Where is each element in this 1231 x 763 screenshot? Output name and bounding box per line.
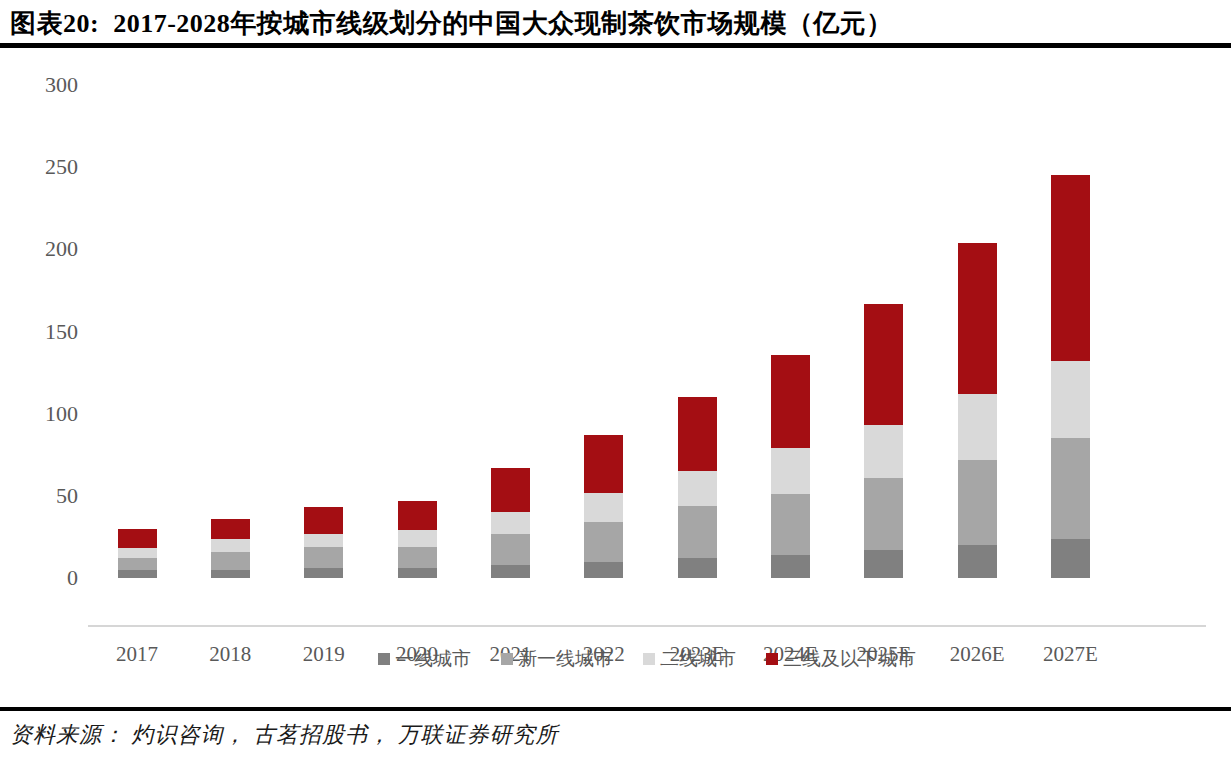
source-attribution: 资料来源： 灼识咨询， 古茗招股书， 万联证券研究所 xyxy=(10,720,559,750)
chart-page: 图表20: 2017-2028年按城市线级划分的中国大众现制茶饮市场规模（亿元）… xyxy=(0,0,1231,763)
bar-segment xyxy=(491,534,530,565)
bar-segment xyxy=(678,397,717,471)
bar-segment xyxy=(118,529,157,549)
bar-segment xyxy=(398,501,437,531)
bar-segment xyxy=(584,562,623,578)
bar-segment xyxy=(1051,361,1090,438)
bar-segment xyxy=(958,460,997,545)
y-tick-label: 100 xyxy=(20,402,78,426)
bar-segment xyxy=(864,550,903,578)
bar-segment xyxy=(304,547,343,568)
bar-segment xyxy=(771,355,810,449)
bar-segment xyxy=(398,530,437,546)
legend-swatch-icon xyxy=(766,653,778,665)
bar-segment xyxy=(211,519,250,539)
bar-segment xyxy=(771,494,810,555)
y-tick-label: 0 xyxy=(20,566,78,590)
y-tick-label: 200 xyxy=(20,237,78,261)
y-tick-label: 50 xyxy=(20,484,78,508)
bottom-divider-rule xyxy=(0,707,1231,711)
bar-segment xyxy=(1051,539,1090,578)
bar-segment xyxy=(584,522,623,561)
stacked-bar-plot-area: 050100150200250300 201720182019202020212… xyxy=(0,48,1231,638)
bar-segment xyxy=(491,512,530,533)
bar-segment xyxy=(771,448,810,494)
bar-segment xyxy=(1051,175,1090,361)
bar-segment xyxy=(398,568,437,578)
bar-segment xyxy=(304,534,343,547)
bar-segment xyxy=(211,539,250,552)
bar-segment xyxy=(118,570,157,578)
y-tick-label: 250 xyxy=(20,155,78,179)
legend-label: 二线城市 xyxy=(660,646,736,672)
bar-segment xyxy=(958,243,997,394)
legend-swatch-icon xyxy=(643,653,655,665)
y-tick-label: 150 xyxy=(20,320,78,344)
legend-item: 新一线城市 xyxy=(501,646,613,672)
bar-segment xyxy=(771,555,810,578)
bar-segment xyxy=(304,507,343,533)
chart-legend: 一线城市 新一线城市 二线城市 三线及以下城市 xyxy=(88,646,1206,672)
legend-swatch-icon xyxy=(501,653,513,665)
chart-title: 图表20: 2017-2028年按城市线级划分的中国大众现制茶饮市场规模（亿元） xyxy=(10,6,893,41)
bar-segment xyxy=(398,547,437,568)
bar-segment xyxy=(1051,438,1090,538)
bar-segment xyxy=(864,304,903,426)
bar-segment xyxy=(491,565,530,578)
legend-item: 二线城市 xyxy=(643,646,736,672)
legend-item: 三线及以下城市 xyxy=(766,646,916,672)
bar-segment xyxy=(304,568,343,578)
bar-segment xyxy=(211,570,250,578)
bar-segment xyxy=(678,471,717,506)
bar-segment xyxy=(678,506,717,559)
bar-segment xyxy=(958,394,997,460)
bar-segment xyxy=(958,545,997,578)
legend-swatch-icon xyxy=(378,653,390,665)
bar-segment xyxy=(864,425,903,478)
legend-label: 新一线城市 xyxy=(518,646,613,672)
y-tick-label: 300 xyxy=(20,73,78,97)
bar-segment xyxy=(584,493,623,523)
bar-segment xyxy=(211,552,250,570)
legend-label: 一线城市 xyxy=(395,646,471,672)
legend-item: 一线城市 xyxy=(378,646,471,672)
legend-label: 三线及以下城市 xyxy=(783,646,916,672)
bar-segment xyxy=(118,558,157,570)
bar-segment xyxy=(584,435,623,493)
bar-segment xyxy=(118,548,157,558)
x-axis-line xyxy=(88,625,1206,627)
bar-segment xyxy=(491,468,530,512)
bar-segment xyxy=(864,478,903,550)
bar-segment xyxy=(678,558,717,578)
